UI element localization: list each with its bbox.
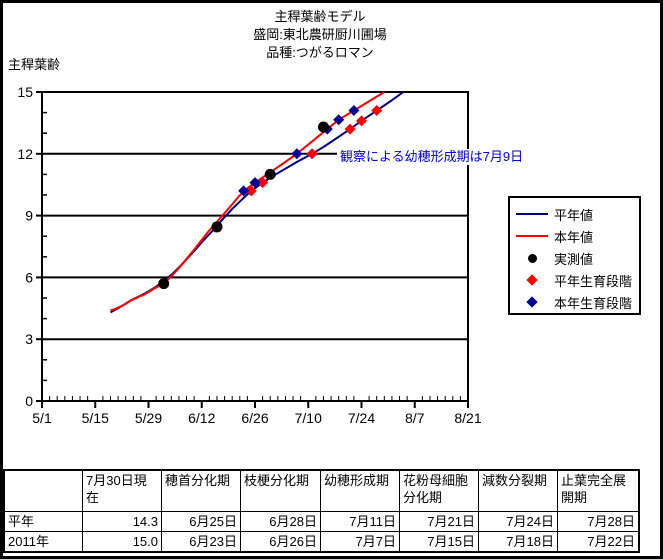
honen-stage-point — [348, 105, 360, 117]
legend-diamond-icon — [510, 296, 554, 308]
measured-point — [211, 221, 223, 233]
row-label-cell: 平年 — [3, 511, 83, 532]
y-tick-label: 15 — [17, 84, 33, 100]
table-column-header: 枝梗分化期 — [240, 469, 321, 512]
y-tick-label: 9 — [25, 208, 33, 224]
chart-title-block: 主稈葉齢モデル 盛岡:東北農研厨川圃場 品種:つがるロマン — [120, 8, 520, 62]
plot-border — [41, 91, 469, 402]
legend-line-sample — [510, 235, 554, 237]
heinen-line — [109, 91, 404, 314]
table-column-header: 穂首分化期 — [161, 469, 241, 512]
x-tick-label: 5/1 — [32, 410, 52, 426]
heinen-stage-point — [245, 185, 257, 197]
heinen-stage-point — [306, 148, 318, 160]
measured-point — [264, 168, 276, 180]
chart-location-subtitle: 盛岡:東北農研厨川圃場 — [253, 27, 387, 42]
chart-variety-subtitle: 品種:つがるロマン — [266, 45, 374, 60]
heinen-stage-point — [257, 177, 269, 189]
legend-item: 平年生育段階 — [510, 269, 639, 291]
annotation-text: 観察による幼穂形成期は7月9日 — [337, 149, 527, 165]
honen-stage-point — [238, 185, 250, 197]
legend-label: 本年値 — [554, 229, 594, 245]
table-column-header: 花粉母細胞分化期 — [399, 469, 479, 512]
leaf-age-chart: 0 3 6 9 12 15 5/1 5/15 5/29 6/12 6/26 7/10 7/24 8/7 8/… — [17, 84, 481, 426]
honen-stage-point — [249, 177, 261, 189]
y-tick-label: 12 — [17, 146, 33, 162]
circle-swatch — [527, 253, 537, 263]
legend-item: 本年値 — [510, 225, 639, 247]
table-column-header: 7月30日現在 — [82, 469, 162, 512]
legend-label: 平年生育段階 — [554, 273, 633, 289]
measured-point — [158, 278, 170, 290]
diamond-swatch — [526, 296, 538, 308]
x-tick-label: 8/7 — [405, 410, 425, 426]
row-label-cell: 2011年 — [3, 531, 83, 553]
y-tick-label: 3 — [25, 331, 33, 347]
table-value-cell: 6月26日 — [240, 531, 321, 553]
x-tick-label: 6/26 — [241, 410, 268, 426]
heinen-stage-point — [356, 115, 367, 127]
table-row: 平年 14.3 6月25日 6月28日 7月11日 7月21日 7月24日 7月28日 — [3, 511, 640, 532]
heinen-stage-point — [371, 105, 383, 117]
table-column-header: 減数分裂期 — [478, 469, 558, 512]
table-value-cell: 7月11日 — [320, 511, 400, 532]
table-value-cell: 7月24日 — [478, 511, 558, 532]
line-swatch — [516, 213, 548, 215]
legend-item: 平年値 — [510, 203, 639, 225]
table-value-cell: 6月28日 — [240, 511, 321, 532]
x-tick-label: 6/12 — [188, 410, 215, 426]
x-tick-label: 5/15 — [82, 410, 109, 426]
legend-circle-icon — [510, 253, 554, 263]
x-tick-label: 8/21 — [454, 410, 481, 426]
heinen-stage-point — [344, 123, 356, 135]
table-value-cell: 6月25日 — [161, 511, 241, 532]
table-value-cell: 15.0 — [82, 531, 162, 553]
honen-stage-point — [291, 148, 303, 160]
table-value-cell: 7月28日 — [557, 511, 640, 532]
chart-title: 主稈葉齢モデル — [274, 9, 366, 24]
table-column-header — [3, 469, 83, 512]
table-value-cell: 6月23日 — [161, 531, 241, 553]
line-swatch — [516, 235, 548, 237]
legend-label: 平年値 — [554, 207, 594, 223]
legend-item: 実測値 — [510, 247, 639, 269]
y-tick-label: 0 — [25, 393, 33, 409]
y-tick-label: 6 — [25, 269, 33, 285]
table-value-cell: 7月15日 — [399, 531, 479, 553]
growth-stage-table: 7月30日現在 穂首分化期 枝梗分化期 幼穂形成期 花粉母細胞分化期 減数分裂期 止葉完全展… — [3, 469, 640, 553]
table-column-header: 幼穂形成期 — [320, 469, 400, 512]
y-axis-title: 主稈葉齢 — [8, 57, 61, 72]
table-value-cell: 7月18日 — [478, 531, 558, 553]
x-tick-label: 5/29 — [135, 410, 162, 426]
diamond-swatch — [526, 274, 538, 286]
table-row: 2011年 15.0 6月23日 6月26日 7月7日 7月15日 7月18日 7月22日 — [3, 531, 640, 553]
legend-label: 実測値 — [554, 251, 594, 267]
x-tick-label: 7/24 — [348, 410, 375, 426]
x-tick-label: 7/10 — [295, 410, 322, 426]
table-value-cell: 7月22日 — [557, 531, 640, 553]
chart-legend: 平年値本年値実測値平年生育段階 本年生育段階 — [508, 196, 641, 315]
legend-label: 本年生育段階 — [554, 295, 633, 311]
legend-line-sample — [510, 213, 554, 215]
honen-stage-point — [333, 114, 345, 126]
table-value-cell: 7月7日 — [320, 531, 400, 553]
legend-item: 本年生育段階 — [510, 291, 639, 313]
growth-stage-table-header: 7月30日現在 穂首分化期 枝梗分化期 幼穂形成期 花粉母細胞分化期 減数分裂期 止葉完全展… — [3, 469, 640, 512]
table-value-cell: 14.3 — [82, 511, 162, 532]
table-value-cell: 7月21日 — [399, 511, 479, 532]
table-column-header: 止葉完全展開期 — [557, 469, 640, 512]
measured-point — [317, 121, 329, 133]
legend-diamond-icon — [510, 274, 554, 286]
